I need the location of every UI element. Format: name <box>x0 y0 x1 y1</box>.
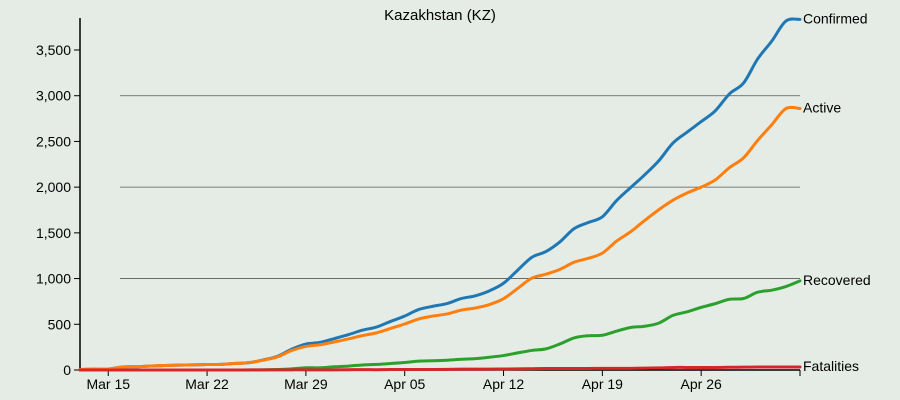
y-tick-label: 2,000 <box>36 179 71 195</box>
series-label-confirmed: Confirmed <box>803 10 868 26</box>
series-label-active: Active <box>803 100 841 116</box>
x-tick-label: Mar 15 <box>86 376 130 392</box>
x-tick-label: Apr 12 <box>483 376 524 392</box>
y-tick-label: 1,500 <box>36 225 71 241</box>
x-tick-label: Apr 05 <box>384 376 425 392</box>
series-line-recovered <box>78 279 802 372</box>
y-tick-label: 0 <box>63 362 71 378</box>
series-line-confirmed <box>78 17 802 371</box>
series-label-recovered: Recovered <box>803 272 871 288</box>
series-label-fatalities: Fatalities <box>803 358 859 374</box>
y-tick-label: 1,000 <box>36 271 71 287</box>
x-tick-label: Apr 19 <box>582 376 623 392</box>
series-lines <box>78 17 802 372</box>
series-line-fatalities <box>78 365 802 372</box>
series-line-active <box>78 105 802 371</box>
y-tick-label: 2,500 <box>36 133 71 149</box>
axes: 0 500 1,000 1,500 2,000 2,500 3,000 3,500 Mar 15… <box>36 18 801 392</box>
y-tick-label: 3,500 <box>36 42 71 58</box>
x-tick-label: Apr 26 <box>681 376 722 392</box>
y-tick-label: 3,000 <box>36 88 71 104</box>
x-tick-label: Mar 29 <box>284 376 328 392</box>
x-tick-label: Mar 22 <box>185 376 229 392</box>
y-tick-label: 500 <box>48 316 72 332</box>
chart-title: Kazakhstan (KZ) <box>384 7 496 24</box>
gridlines <box>120 95 800 279</box>
series-labels: Confirmed Active Recovered Fatalities <box>803 10 871 374</box>
